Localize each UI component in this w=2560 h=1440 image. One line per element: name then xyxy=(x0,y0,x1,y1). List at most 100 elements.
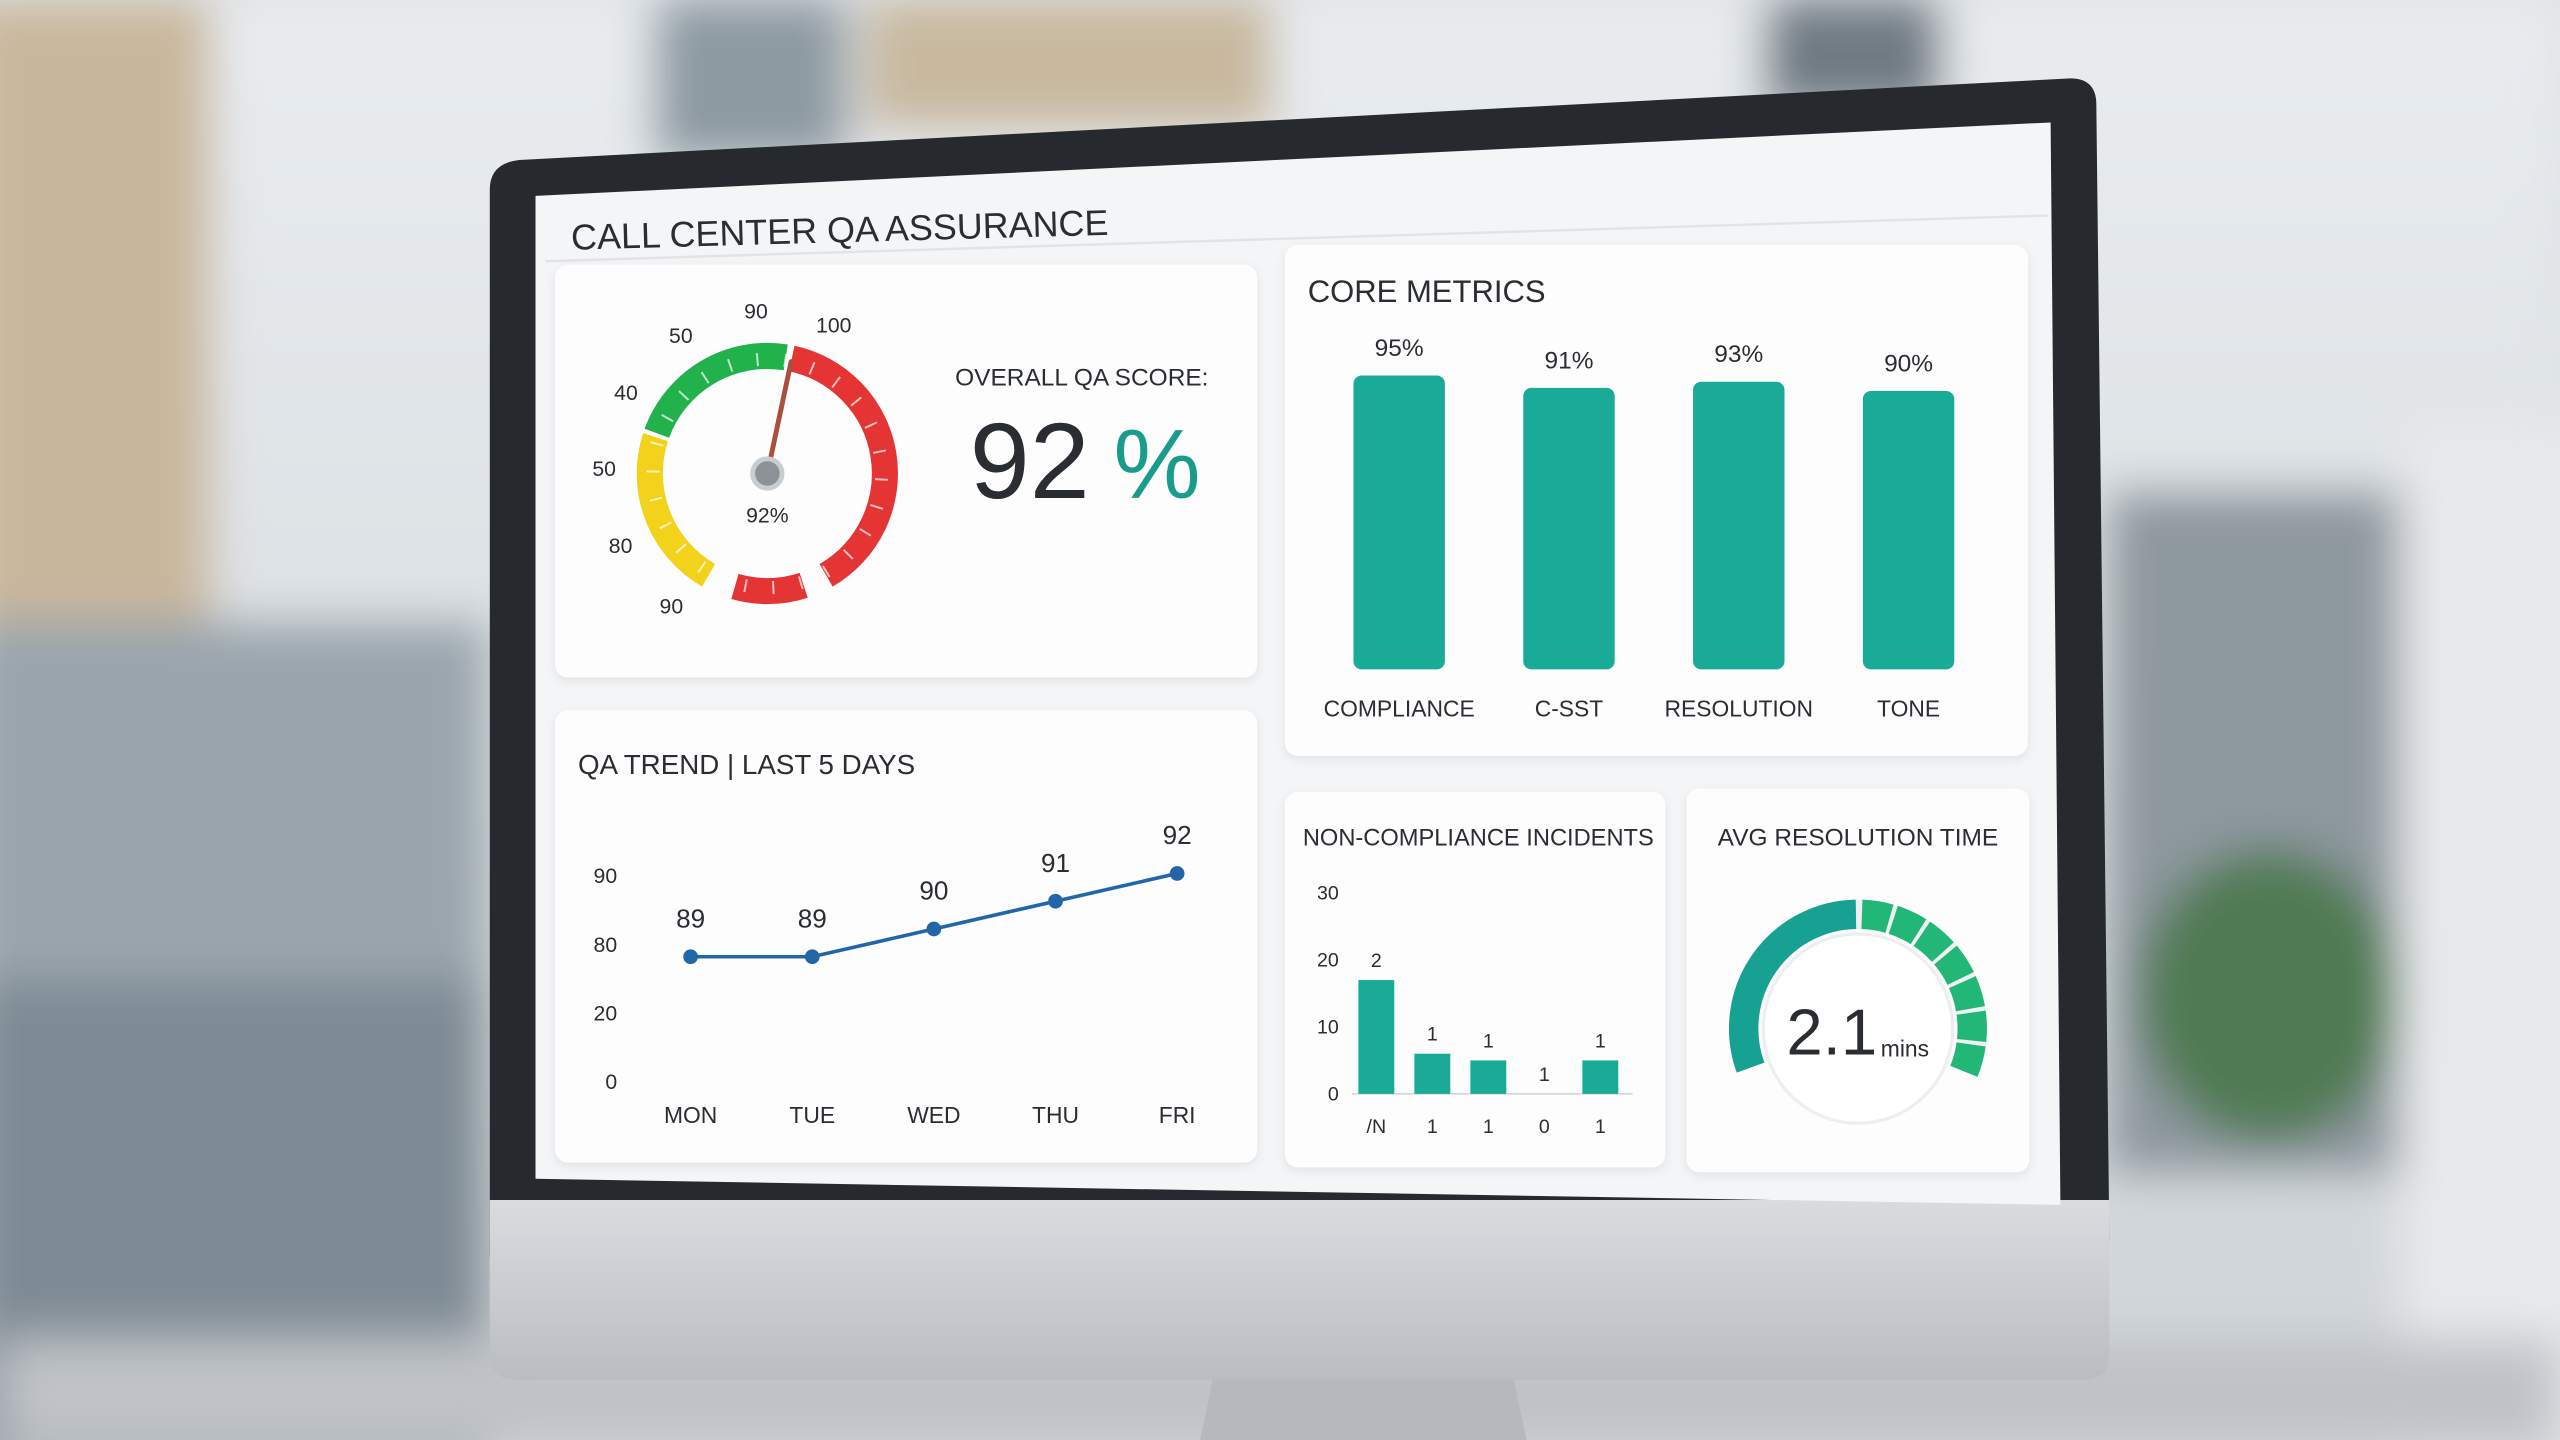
gauge-notch xyxy=(870,504,884,510)
trend-point xyxy=(1169,866,1185,881)
y-tick-label: 20 xyxy=(594,1002,618,1025)
trend-point xyxy=(926,921,942,937)
y-tick-label: 80 xyxy=(594,934,618,957)
gauge-notch xyxy=(850,396,862,407)
header-rule xyxy=(545,214,2048,263)
bar xyxy=(1582,1060,1619,1094)
x-tick-label: /N xyxy=(1367,1116,1387,1138)
point-label: 91 xyxy=(1041,848,1070,878)
gauge-notch xyxy=(772,581,775,595)
gauge-band xyxy=(788,345,898,587)
donut-segment xyxy=(1956,1010,1987,1043)
gauge-tick-label: 50 xyxy=(592,458,616,481)
bar-annotation: 1 xyxy=(1483,1030,1494,1052)
bar xyxy=(1693,381,1785,670)
gauge-tick-label: 90 xyxy=(744,301,768,324)
x-tick-label: RESOLUTION xyxy=(1665,696,1814,722)
bar-value-label: 90% xyxy=(1884,350,1933,377)
y-tick-label: 0 xyxy=(605,1071,617,1094)
panel-title: CORE METRICS xyxy=(1308,274,1546,309)
y-tick-label: 30 xyxy=(1317,883,1339,905)
point-label: 90 xyxy=(919,876,948,906)
gauge-notch xyxy=(864,421,878,429)
donut-arc xyxy=(1729,899,1857,1073)
gauge-tick-label: 90 xyxy=(660,596,684,619)
gauge-band xyxy=(644,342,788,439)
y-tick-label: 10 xyxy=(1317,1016,1339,1038)
x-tick-label: 1 xyxy=(1595,1116,1606,1138)
y-tick-label: 90 xyxy=(594,865,618,888)
score-value: 92 xyxy=(970,400,1090,521)
donut-segment xyxy=(1888,905,1927,945)
gauge-notch xyxy=(783,353,788,368)
panel-title: NON-COMPLIANCE INCIDENTS xyxy=(1303,826,1654,852)
bar-annotation: 2 xyxy=(1371,950,1382,972)
donut-inner xyxy=(1761,932,1955,1125)
x-tick-label: MON xyxy=(664,1102,717,1128)
bar xyxy=(1358,980,1395,1094)
gauge-notch xyxy=(700,371,710,384)
gauge-center-label: 92% xyxy=(746,504,789,527)
gauge-notch xyxy=(678,390,690,401)
panel-title: QA TREND | LAST 5 DAYS xyxy=(578,749,915,780)
y-tick-label: 0 xyxy=(1328,1083,1339,1105)
bar-annotation: 1 xyxy=(1595,1030,1606,1052)
x-tick-label: THU xyxy=(1032,1102,1079,1128)
bar-annotation: 1 xyxy=(1427,1024,1438,1046)
point-label: 89 xyxy=(798,903,827,933)
bar-value-label: 91% xyxy=(1544,347,1593,374)
gauge-tick-label: 100 xyxy=(816,314,851,337)
x-tick-label: WED xyxy=(907,1102,960,1128)
donut-segment xyxy=(1950,1042,1986,1077)
gauge-needle xyxy=(764,359,794,476)
x-tick-label: TUE xyxy=(789,1102,835,1128)
x-tick-label: 0 xyxy=(1539,1116,1550,1138)
gauge-notch xyxy=(675,543,687,554)
panel xyxy=(1284,244,2028,756)
gauge-notch xyxy=(755,353,759,367)
gauge-notch xyxy=(859,528,872,537)
trend-point xyxy=(1048,893,1063,909)
panel-title: AVG RESOLUTION TIME xyxy=(1718,825,1999,852)
donut-segment xyxy=(1933,945,1974,986)
x-tick-label: C-SST xyxy=(1535,696,1604,722)
x-tick-label: FRI xyxy=(1159,1102,1196,1128)
donut-segment xyxy=(1913,921,1954,963)
gauge-tick-label: 40 xyxy=(614,382,638,405)
bar-value-label: 95% xyxy=(1375,335,1424,362)
y-tick-label: 20 xyxy=(1317,950,1339,972)
monitor-chin xyxy=(489,1200,2110,1380)
x-tick-label: 1 xyxy=(1427,1116,1438,1138)
gauge-hub xyxy=(750,456,785,491)
x-tick-label: TONE xyxy=(1877,696,1940,722)
gauge-notch xyxy=(872,449,887,454)
gauge-tick-label: 80 xyxy=(609,535,633,558)
bar xyxy=(1862,390,1955,670)
gauge-notch xyxy=(661,414,674,423)
trend-point xyxy=(683,949,698,965)
bar xyxy=(1414,1053,1451,1094)
gauge-notch xyxy=(797,576,804,590)
donut-unit: mins xyxy=(1881,1035,1929,1061)
gauge-notch xyxy=(650,441,664,447)
gauge-notch xyxy=(659,521,672,530)
gauge-notch xyxy=(808,361,816,375)
trend-point xyxy=(804,949,820,965)
bar xyxy=(1353,375,1445,670)
bar xyxy=(1470,1060,1507,1094)
score-title: OVERALL QA SCORE: xyxy=(955,364,1208,391)
gauge-band xyxy=(731,572,808,605)
gauge-notch xyxy=(831,376,841,389)
bar xyxy=(1523,387,1615,670)
point-label: 92 xyxy=(1163,820,1192,850)
donut-segment xyxy=(1861,899,1894,933)
bar-annotation: 1 xyxy=(1539,1064,1550,1086)
gauge-notch xyxy=(822,565,831,578)
gauge-band xyxy=(636,433,716,587)
monitor-stand xyxy=(1200,1363,1527,1440)
gauge-notch xyxy=(727,358,734,372)
donut-segment xyxy=(1948,976,1985,1012)
x-tick-label: COMPLIANCE xyxy=(1324,696,1475,722)
gauge-tick-label: 50 xyxy=(669,325,693,348)
